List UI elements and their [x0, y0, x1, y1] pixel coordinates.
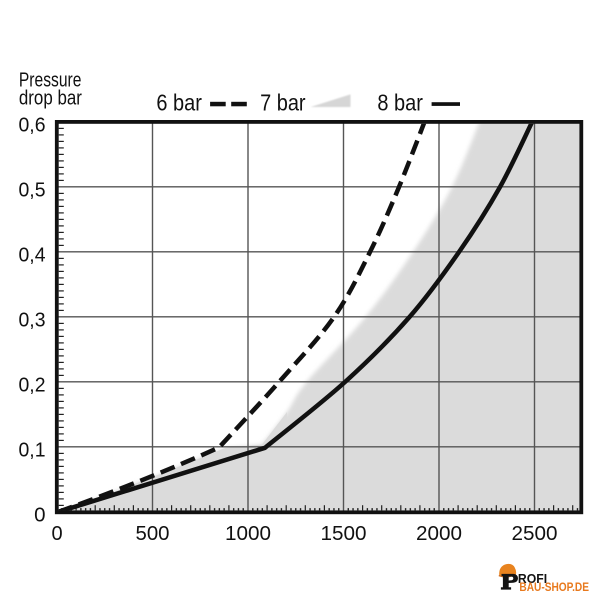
svg-text:6 bar: 6 bar	[156, 90, 202, 116]
svg-text:500: 500	[136, 523, 170, 545]
svg-text:BAU-SHOP.DE: BAU-SHOP.DE	[519, 582, 589, 594]
svg-text:drop bar: drop bar	[19, 87, 82, 110]
svg-text:0,4: 0,4	[19, 244, 46, 267]
svg-text:0: 0	[51, 523, 62, 545]
svg-text:0,1: 0,1	[19, 439, 46, 462]
svg-text:0,5: 0,5	[19, 179, 46, 202]
svg-text:2000: 2000	[416, 523, 462, 545]
svg-text:ROFI: ROFI	[518, 572, 547, 586]
svg-text:2500: 2500	[512, 523, 558, 545]
svg-text:Pressure: Pressure	[19, 69, 82, 92]
svg-text:0,3: 0,3	[19, 309, 46, 332]
svg-text:1000: 1000	[225, 523, 271, 545]
svg-text:0: 0	[34, 504, 45, 527]
svg-text:7 bar: 7 bar	[260, 90, 306, 116]
svg-text:0,2: 0,2	[19, 374, 46, 397]
svg-text:8 bar: 8 bar	[377, 90, 423, 116]
svg-text:0,6: 0,6	[19, 114, 46, 137]
svg-text:1500: 1500	[321, 523, 367, 545]
